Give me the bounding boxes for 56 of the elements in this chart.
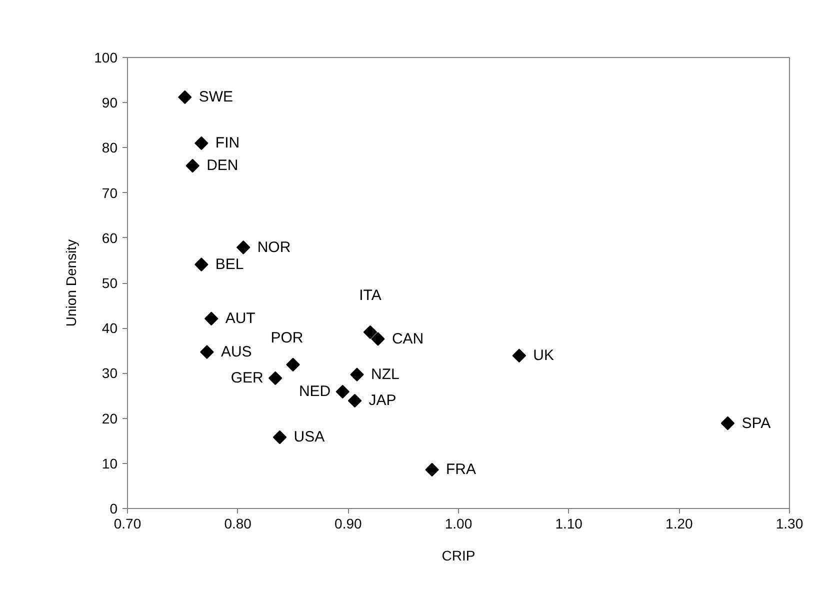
annotation: UK <box>533 347 554 364</box>
y-axis-title: Union Density <box>63 239 80 327</box>
point <box>200 345 214 359</box>
point <box>194 258 208 272</box>
point <box>268 371 282 386</box>
annotation: FIN <box>215 134 240 152</box>
annotation: FRA <box>446 461 476 478</box>
annotation: CAN <box>392 330 424 348</box>
annotation: JAP <box>368 392 396 410</box>
x-tick-label: 0.80 <box>224 516 252 532</box>
point <box>272 430 287 444</box>
x-tick-label: 1.30 <box>776 516 804 532</box>
y-tick-label: 70 <box>102 184 118 201</box>
y-tick-label: 0 <box>110 500 118 516</box>
annotation: NZL <box>370 366 400 384</box>
point <box>512 348 526 362</box>
point <box>371 332 385 346</box>
point <box>194 136 208 150</box>
annotation: DEN <box>206 157 238 174</box>
annotation: USA <box>294 428 325 446</box>
x-tick-label: 0.90 <box>334 516 362 532</box>
annotation: SWE <box>198 88 234 106</box>
annotation: SPA <box>742 414 771 432</box>
y-tick-label: 10 <box>102 455 118 472</box>
annotation: NED <box>298 383 331 400</box>
point <box>363 325 378 340</box>
point <box>720 416 735 430</box>
annotation: BEL <box>215 256 244 274</box>
annotation: ITA <box>359 287 382 304</box>
y-tick-label: 20 <box>102 410 118 426</box>
y-tick-label: 40 <box>102 320 118 336</box>
x-axis-title: CRIP <box>442 548 476 564</box>
annotation: NOR <box>257 238 291 256</box>
x-tick-label: 1.20 <box>666 516 694 532</box>
y-tick-label: 50 <box>102 275 118 291</box>
point <box>286 358 300 372</box>
point <box>178 90 192 104</box>
point <box>336 384 350 399</box>
annotation: GER <box>230 370 264 387</box>
point <box>186 158 200 173</box>
x-tick-label: 0.70 <box>114 516 142 532</box>
point <box>350 368 364 382</box>
annotation: AUT <box>225 310 256 328</box>
y-tick-label: 90 <box>102 94 118 111</box>
point <box>425 462 439 477</box>
point <box>236 240 250 254</box>
point <box>348 394 362 408</box>
annotation: POR <box>270 330 304 347</box>
x-tick-label: 1.10 <box>555 516 583 532</box>
annotation: AUS <box>220 344 252 361</box>
y-tick-label: 30 <box>102 365 118 382</box>
y-tick-label: 100 <box>94 50 118 66</box>
y-tick-label: 80 <box>102 140 118 156</box>
point <box>204 312 218 326</box>
x-tick-label: 1.00 <box>444 516 472 532</box>
y-tick-label: 60 <box>102 230 118 246</box>
